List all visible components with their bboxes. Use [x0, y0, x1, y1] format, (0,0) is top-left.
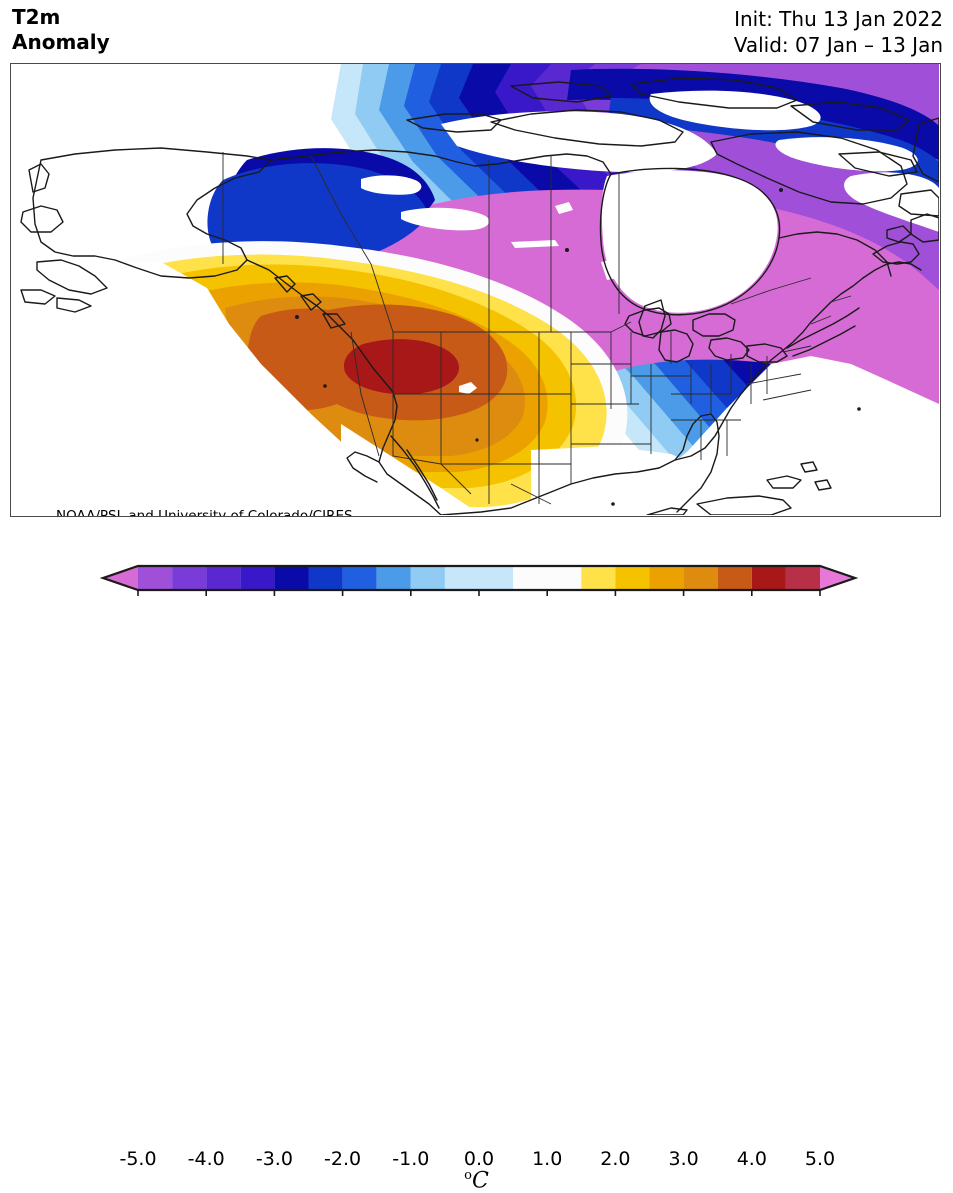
colorbar-segment — [240, 566, 275, 590]
colorbar-segment — [376, 566, 411, 590]
colorbar-unit-label: oC — [0, 1168, 953, 1193]
small-island-dots — [295, 188, 861, 506]
colorbar-segment — [785, 566, 820, 590]
colorbar-segment — [410, 566, 445, 590]
colorbar-segment — [547, 566, 582, 590]
lake-great-bear — [361, 175, 422, 195]
atlantic-ocean-mask — [631, 356, 939, 515]
colorbar-segment — [615, 566, 650, 590]
arctic-island-white-1 — [649, 90, 821, 131]
colorbar-segment — [342, 566, 377, 590]
colorbar-tick-label: -5.0 — [119, 1148, 157, 1170]
colorbar-swatches — [99, 564, 859, 596]
colorbar-tick-label: 1.0 — [532, 1148, 563, 1170]
anomaly-map — [11, 64, 939, 515]
lake-hole-utah — [459, 382, 477, 394]
colorbar-tick-label: -4.0 — [187, 1148, 225, 1170]
political-borders — [222, 152, 852, 505]
colorbar-segment — [683, 566, 718, 590]
colorbar-tick-label: 4.0 — [736, 1148, 767, 1170]
coastlines — [20, 77, 939, 515]
colorbar-segment — [513, 566, 548, 590]
colorbar-tick-label: 5.0 — [804, 1148, 836, 1170]
colorbar-segment — [172, 566, 207, 590]
colorbar-segment — [649, 566, 684, 590]
colorbar-tick-label: -2.0 — [324, 1148, 362, 1170]
colorbar-segment — [308, 566, 343, 590]
credit-line-1: NOAA/PSL and University of Colorado/CIRE… — [56, 508, 353, 517]
colorbar-tick-label: 2.0 — [600, 1148, 631, 1170]
colorbar: -5.0 -4.0 -3.0 -2.0 -1.0 0.0 1.0 2.0 3.0 4.0 5.0 o… — [0, 556, 953, 1193]
init-date-label: Init: Thu 13 Jan 2022 — [734, 7, 943, 31]
gulf-mexico-mask — [531, 446, 711, 515]
title-variable: T2m — [12, 5, 61, 29]
colorbar-tick-label: -1.0 — [392, 1148, 430, 1170]
colorbar-segment — [444, 566, 514, 590]
hudson-bay-water — [601, 170, 778, 313]
lake-reindeer — [555, 202, 573, 214]
colorbar-segment — [206, 566, 241, 590]
baffin-white — [844, 172, 939, 232]
lake-great-slave — [401, 207, 490, 231]
colorbar-tick-label: 0.0 — [463, 1148, 495, 1170]
title-quantity: Anomaly — [12, 30, 110, 54]
forecast-dates: Init: Thu 13 Jan 2022 Valid: 07 Jan – 13… — [734, 6, 943, 58]
anomaly-arctic-streak-1 — [567, 68, 939, 160]
attribution-text: NOAA/PSL and University of Colorado/CIRE… — [56, 507, 353, 517]
colorbar-segment — [138, 566, 173, 590]
celsius-letter: C — [471, 1168, 489, 1193]
degree-symbol: o — [464, 1168, 472, 1183]
colorbar-tick-label: -3.0 — [255, 1148, 293, 1170]
colorbar-tick-label: 3.0 — [668, 1148, 699, 1170]
colorbar-segment — [751, 566, 786, 590]
map-panel: NOAA/PSL and University of Colorado/CIRE… — [10, 63, 941, 517]
anomaly-core-p3p5 — [343, 339, 459, 395]
page-title: T2m Anomaly — [12, 5, 110, 55]
valid-period-label: Valid: 07 Jan – 13 Jan — [733, 33, 943, 57]
colorbar-segment — [717, 566, 752, 590]
chart-header: T2m Anomaly Init: Thu 13 Jan 2022 Valid:… — [0, 0, 953, 62]
pacific-ocean-mask — [11, 262, 431, 515]
colorbar-segment — [274, 566, 309, 590]
colorbar-over-arrow — [820, 566, 855, 590]
colorbar-under-arrow — [103, 566, 138, 590]
lake-athabasca — [511, 240, 559, 248]
colorbar-segment — [581, 566, 616, 590]
